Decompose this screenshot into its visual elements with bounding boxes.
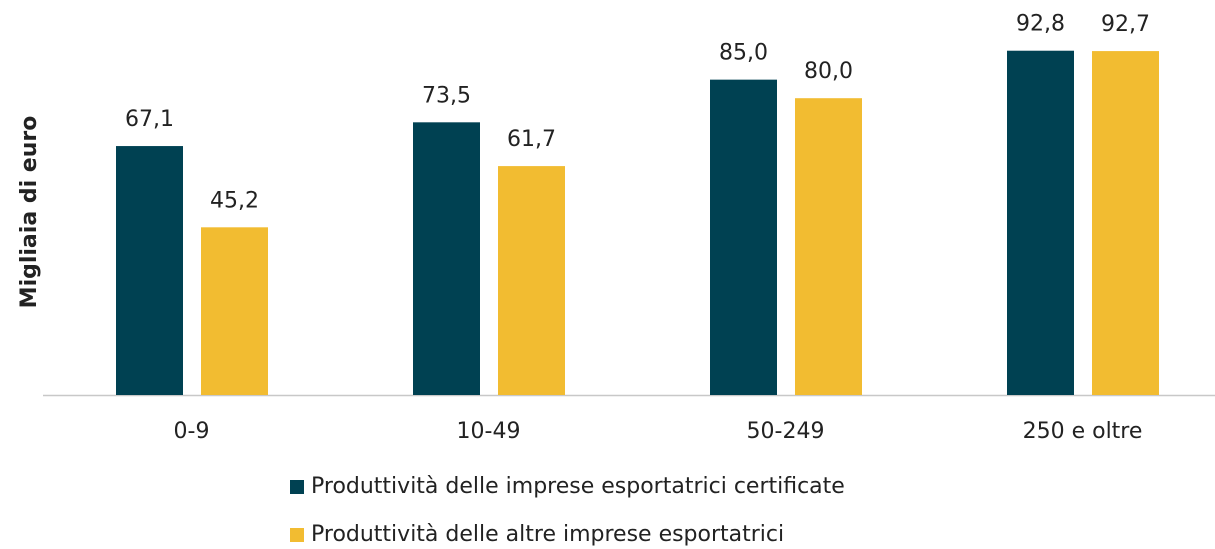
value-label: 92,8 xyxy=(1016,12,1065,37)
value-label: 73,5 xyxy=(422,83,471,108)
legend-label: Produttività delle altre imprese esporta… xyxy=(311,522,784,547)
bar xyxy=(1092,51,1159,395)
bar xyxy=(795,98,862,395)
x-tick-label: 50-249 xyxy=(747,419,825,444)
legend-swatch xyxy=(290,480,304,494)
bar xyxy=(413,122,480,395)
value-label: 67,1 xyxy=(125,107,174,132)
legend-label: Produttività delle imprese esportatrici … xyxy=(311,474,845,499)
value-label: 80,0 xyxy=(804,59,853,84)
legend-swatch xyxy=(290,528,304,542)
value-label: 45,2 xyxy=(210,188,259,213)
bar xyxy=(1007,50,1074,395)
bar xyxy=(116,146,183,395)
bar xyxy=(710,79,777,396)
value-label: 85,0 xyxy=(719,41,768,66)
y-axis-label: Migliaia di euro xyxy=(17,116,42,309)
value-label: 61,7 xyxy=(507,127,556,152)
x-tick-label: 10-49 xyxy=(457,419,521,444)
x-tick-label: 250 e oltre xyxy=(1023,419,1143,444)
value-label: 92,7 xyxy=(1101,12,1150,37)
bar xyxy=(498,166,565,395)
x-tick-label: 0-9 xyxy=(174,419,210,444)
bar xyxy=(201,227,268,395)
